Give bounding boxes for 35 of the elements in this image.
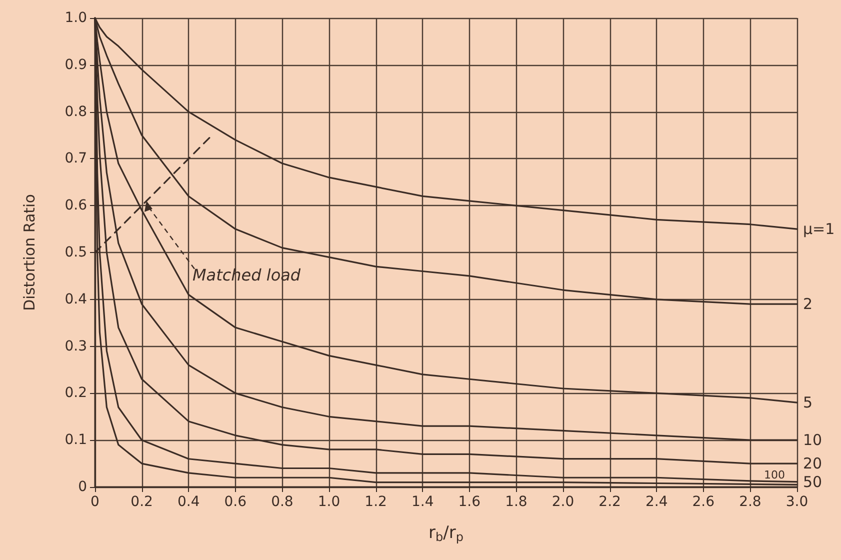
y-tick-label: 0.9 (64, 56, 87, 73)
x-tick-label: 1.2 (364, 494, 387, 510)
y-tick-label: 0.7 (64, 150, 87, 167)
x-tick-label: 1.4 (411, 494, 434, 510)
y-tick-label: 0.1 (64, 432, 87, 448)
x-tick-label: 2.0 (552, 494, 574, 510)
series-label: 50 (803, 472, 822, 491)
y-tick-label: 0 (78, 479, 87, 495)
x-tick-label: 2.6 (692, 494, 715, 510)
series-label: μ=1 (803, 220, 835, 238)
series-label: 2 (803, 295, 813, 314)
x-tick-label: 0 (90, 494, 100, 510)
y-tick-label: 1.0 (64, 10, 87, 26)
series-label: 100 (764, 468, 785, 482)
x-tick-label: 0.6 (224, 494, 247, 510)
series-label: 5 (803, 394, 813, 412)
x-tick-label: 0.2 (130, 494, 153, 510)
y-axis-title: Distortion Ratio (20, 194, 38, 311)
x-tick-label: 2.2 (598, 494, 621, 510)
x-tick-label: 1.0 (318, 494, 340, 510)
y-tick-label: 0.6 (64, 198, 88, 214)
x-tick-label: 2.4 (645, 494, 668, 510)
x-tick-label: 2.8 (739, 494, 762, 510)
y-tick-label: 0.5 (64, 244, 87, 260)
y-tick-label: 0.8 (64, 104, 87, 120)
y-tick-label: 0.2 (64, 385, 87, 402)
x-tick-label: 1.8 (505, 494, 528, 510)
series-label: 20 (803, 454, 822, 473)
x-tick-label: 1.6 (458, 494, 481, 510)
x-tick-label: 0.4 (177, 494, 200, 510)
x-tick-label: 0.8 (271, 494, 294, 510)
y-tick-label: 0.3 (64, 338, 87, 354)
x-tick-label: 3.0 (786, 494, 808, 510)
y-tick-label: 0.4 (64, 291, 88, 308)
series-label: 10 (803, 431, 822, 450)
